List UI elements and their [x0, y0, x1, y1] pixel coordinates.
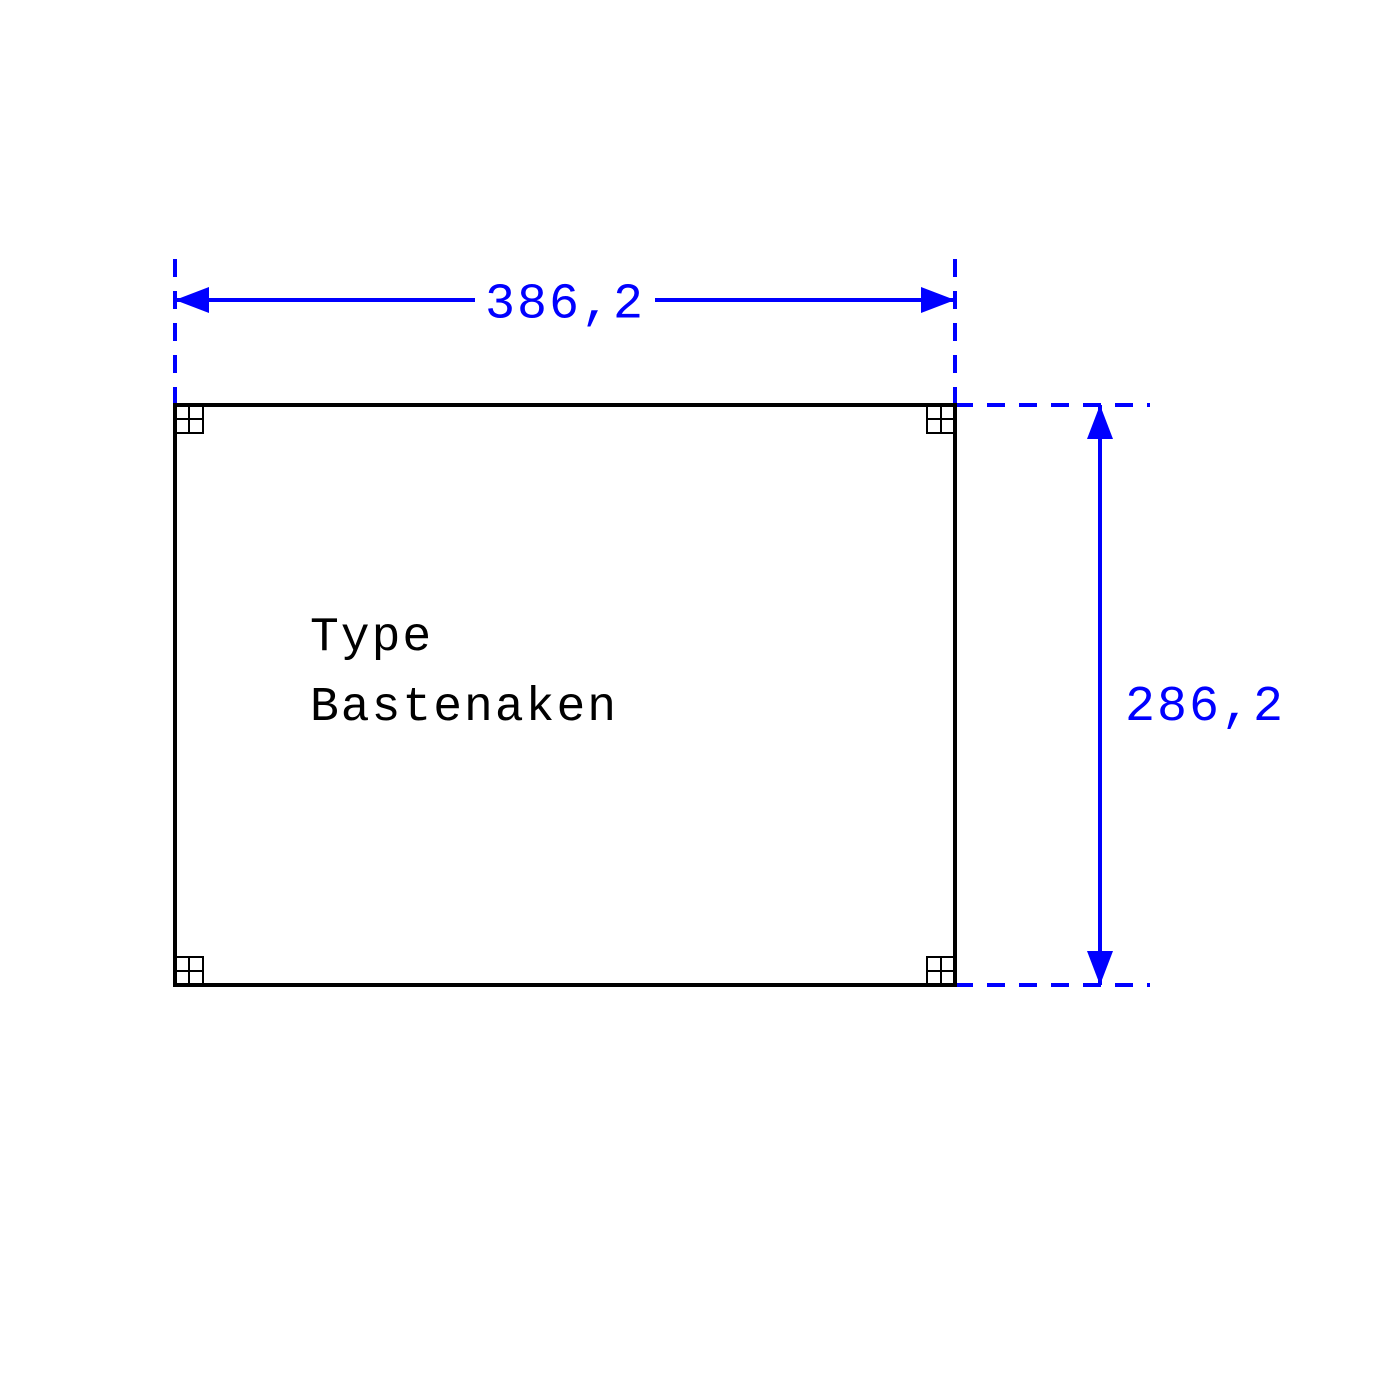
plan-label-line2: Bastenaken: [310, 681, 618, 735]
plan-label-line1: Type: [310, 611, 433, 665]
technical-drawing: 386,2 286,2 Type Bastenaken: [0, 0, 1400, 1400]
dimension-height-value: 286,2: [1125, 679, 1285, 736]
dimension-width-value: 386,2: [485, 277, 645, 334]
